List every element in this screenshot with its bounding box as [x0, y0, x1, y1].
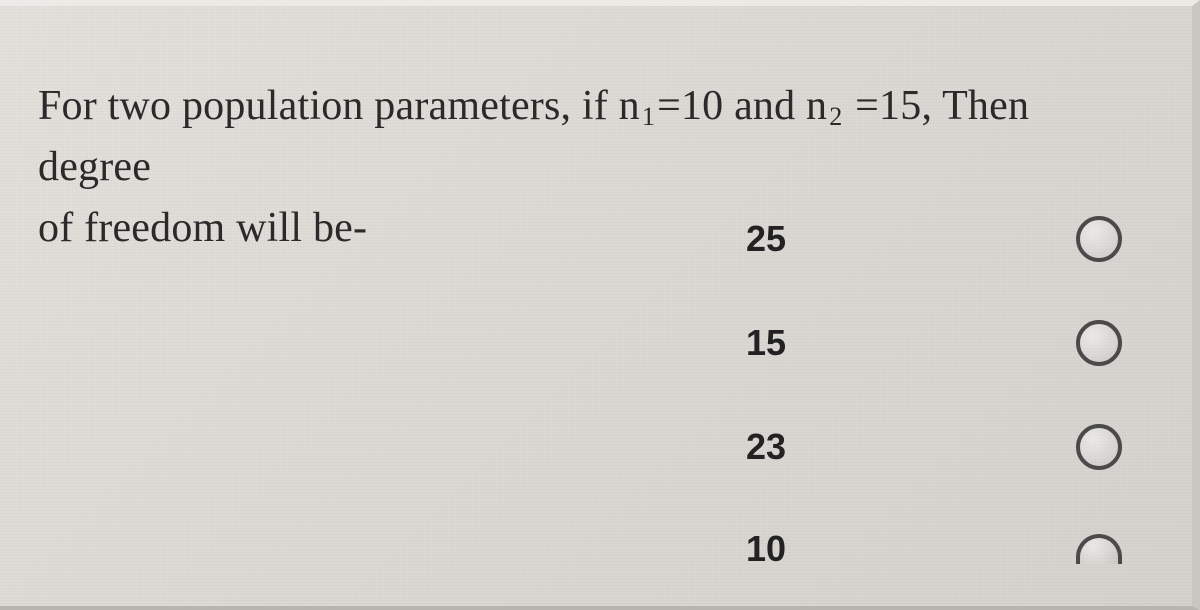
- radio-icon[interactable]: [1076, 320, 1122, 366]
- q-sub-2: 2: [827, 102, 844, 131]
- option-label: 10: [736, 528, 796, 570]
- option-label: 23: [736, 426, 796, 468]
- radio-icon[interactable]: [1076, 216, 1122, 262]
- options-group: 25 15 23 10: [0, 216, 1192, 530]
- option-label: 15: [736, 322, 796, 364]
- option-label: 25: [736, 218, 796, 260]
- option-row[interactable]: 10: [0, 528, 1122, 570]
- q-part-2: =10 and n: [657, 83, 827, 129]
- radio-icon[interactable]: [1076, 424, 1122, 470]
- option-row[interactable]: 23: [0, 424, 1122, 470]
- q-part-1: For two population parameters, if n: [38, 83, 640, 129]
- radio-icon[interactable]: [1076, 534, 1122, 564]
- q-sub-1: 1: [640, 102, 657, 131]
- option-row[interactable]: 25: [0, 216, 1122, 262]
- option-row[interactable]: 15: [0, 320, 1122, 366]
